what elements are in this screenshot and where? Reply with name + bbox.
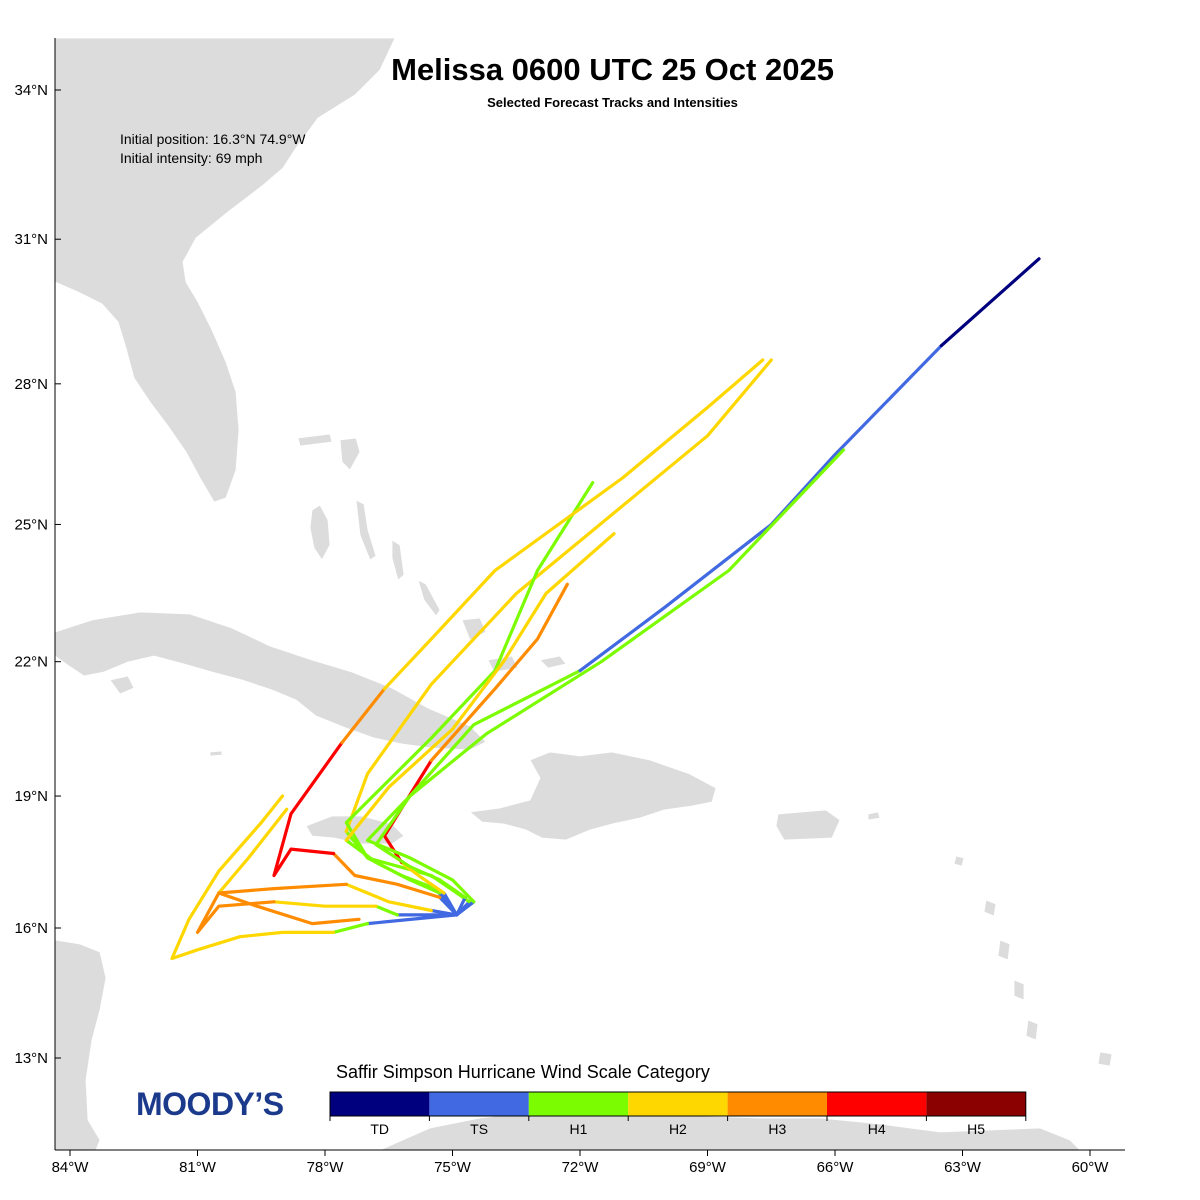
track-segment-ts	[578, 344, 943, 673]
puerto-rico	[775, 809, 841, 841]
legend-swatch-ts	[429, 1092, 529, 1116]
us-mainland	[54, 37, 396, 503]
lesser-antilles-5	[1025, 1019, 1039, 1041]
legend-label-h2: H2	[669, 1121, 687, 1137]
lon-tick-label: 72°W	[562, 1159, 600, 1176]
map-title: Melissa 0600 UTC 25 Oct 2025	[391, 52, 834, 87]
track-segment-h2	[344, 358, 773, 834]
bahamas-long	[417, 579, 441, 617]
legend-label-td: TD	[370, 1121, 389, 1137]
track-7	[272, 358, 765, 917]
legend-swatch-h5	[926, 1092, 1026, 1116]
land-layer	[54, 37, 1113, 1151]
track-9	[170, 794, 459, 961]
track-segment-ts	[438, 895, 459, 917]
initial-position: Initial position: 16.3°N 74.9°W	[120, 131, 306, 147]
bahamas-grand	[297, 433, 333, 447]
cuba	[54, 611, 487, 751]
legend-swatch-h3	[727, 1092, 827, 1116]
track-10	[217, 882, 459, 926]
lon-tick-label: 60°W	[1072, 1159, 1110, 1176]
lon-tick-label: 84°W	[52, 1159, 90, 1176]
track-segment-ts	[429, 908, 459, 917]
longitude-ticks: 84°W 81°W 78°W 75°W 72°W 69°W 66°W 63°W 60°W	[52, 1150, 1110, 1176]
lesser-antilles-6	[1097, 1051, 1113, 1067]
lesser-antilles-1	[953, 855, 965, 867]
moodys-logo: MOODY’S	[136, 1086, 284, 1122]
axis-frame	[54, 38, 1125, 1151]
cayman	[209, 750, 223, 757]
legend-colorbar: TD TS H1 H2 H3 H4 H5	[329, 1091, 1027, 1137]
hispaniola	[469, 751, 717, 841]
lat-tick-label: 16°N	[14, 920, 48, 937]
legend-title: Saffir Simpson Hurricane Wind Scale Cate…	[336, 1062, 710, 1082]
lat-tick-label: 28°N	[14, 376, 48, 393]
legend-swatch-h2	[628, 1092, 728, 1116]
track-segment-h2	[344, 882, 433, 913]
latitude-ticks: 34°N 31°N 28°N 25°N 22°N 19°N 16°N 13°N	[14, 82, 61, 1067]
track-segment-h3	[217, 882, 361, 926]
track-segment-h4	[272, 740, 344, 878]
legend-label-h5: H5	[967, 1121, 985, 1137]
track-segment-h3	[331, 851, 442, 900]
lesser-antilles-4	[1013, 979, 1025, 1001]
legend-swatch-h1	[528, 1092, 629, 1116]
legend-label-h3: H3	[768, 1121, 786, 1137]
bahamas-cat	[391, 539, 405, 581]
legend-swatch-h4	[827, 1092, 927, 1116]
legend-label-h1: H1	[570, 1121, 588, 1137]
lesser-antilles-2	[983, 899, 997, 917]
track-segment-h1	[344, 838, 442, 895]
lon-tick-label: 78°W	[307, 1159, 345, 1176]
turks-caicos	[539, 655, 567, 669]
track-segment-ts	[365, 913, 459, 926]
map-subtitle: Selected Forecast Tracks and Intensities	[487, 95, 738, 110]
track-segment-h2	[344, 532, 616, 842]
lon-tick-label: 75°W	[434, 1159, 472, 1176]
track-segment-td	[939, 257, 1041, 348]
track-segment-h1	[365, 448, 846, 904]
forecast-tracks	[170, 257, 1041, 961]
track-segment-h2	[170, 794, 336, 961]
bahamas-abaco	[339, 437, 361, 471]
track-segment-ts	[455, 900, 476, 917]
bahamas-andros	[309, 504, 331, 561]
legend-label-h4: H4	[868, 1121, 886, 1137]
lon-tick-label: 63°W	[944, 1159, 982, 1176]
lat-tick-label: 25°N	[14, 516, 48, 533]
legend-label-ts: TS	[470, 1121, 488, 1137]
track-segment-h3	[340, 687, 387, 745]
track-6	[365, 448, 846, 917]
isla-juventud	[109, 675, 135, 695]
lon-tick-label: 69°W	[689, 1159, 727, 1176]
lat-tick-label: 34°N	[14, 82, 48, 99]
lat-tick-label: 31°N	[14, 231, 48, 248]
central-america	[54, 939, 107, 1151]
legend-swatch-td	[330, 1092, 430, 1116]
track-segment-h2	[382, 358, 765, 691]
bahamas-eleuthera	[355, 499, 377, 561]
lesser-antilles-3	[997, 939, 1011, 961]
virgin-islands	[867, 811, 881, 821]
track-segment-h1	[331, 921, 370, 935]
initial-intensity: Initial intensity: 69 mph	[120, 150, 263, 166]
legend-frame	[329, 1091, 1027, 1117]
track-segment-h2	[217, 807, 289, 895]
track-segment-h2	[272, 900, 378, 908]
lon-tick-label: 66°W	[817, 1159, 855, 1176]
track-segment-h1	[374, 904, 399, 917]
lat-tick-label: 22°N	[14, 654, 48, 671]
lat-tick-label: 19°N	[14, 788, 48, 805]
track-segment-h3	[429, 582, 569, 763]
lat-tick-label: 13°N	[14, 1050, 48, 1067]
lon-tick-label: 81°W	[179, 1159, 217, 1176]
